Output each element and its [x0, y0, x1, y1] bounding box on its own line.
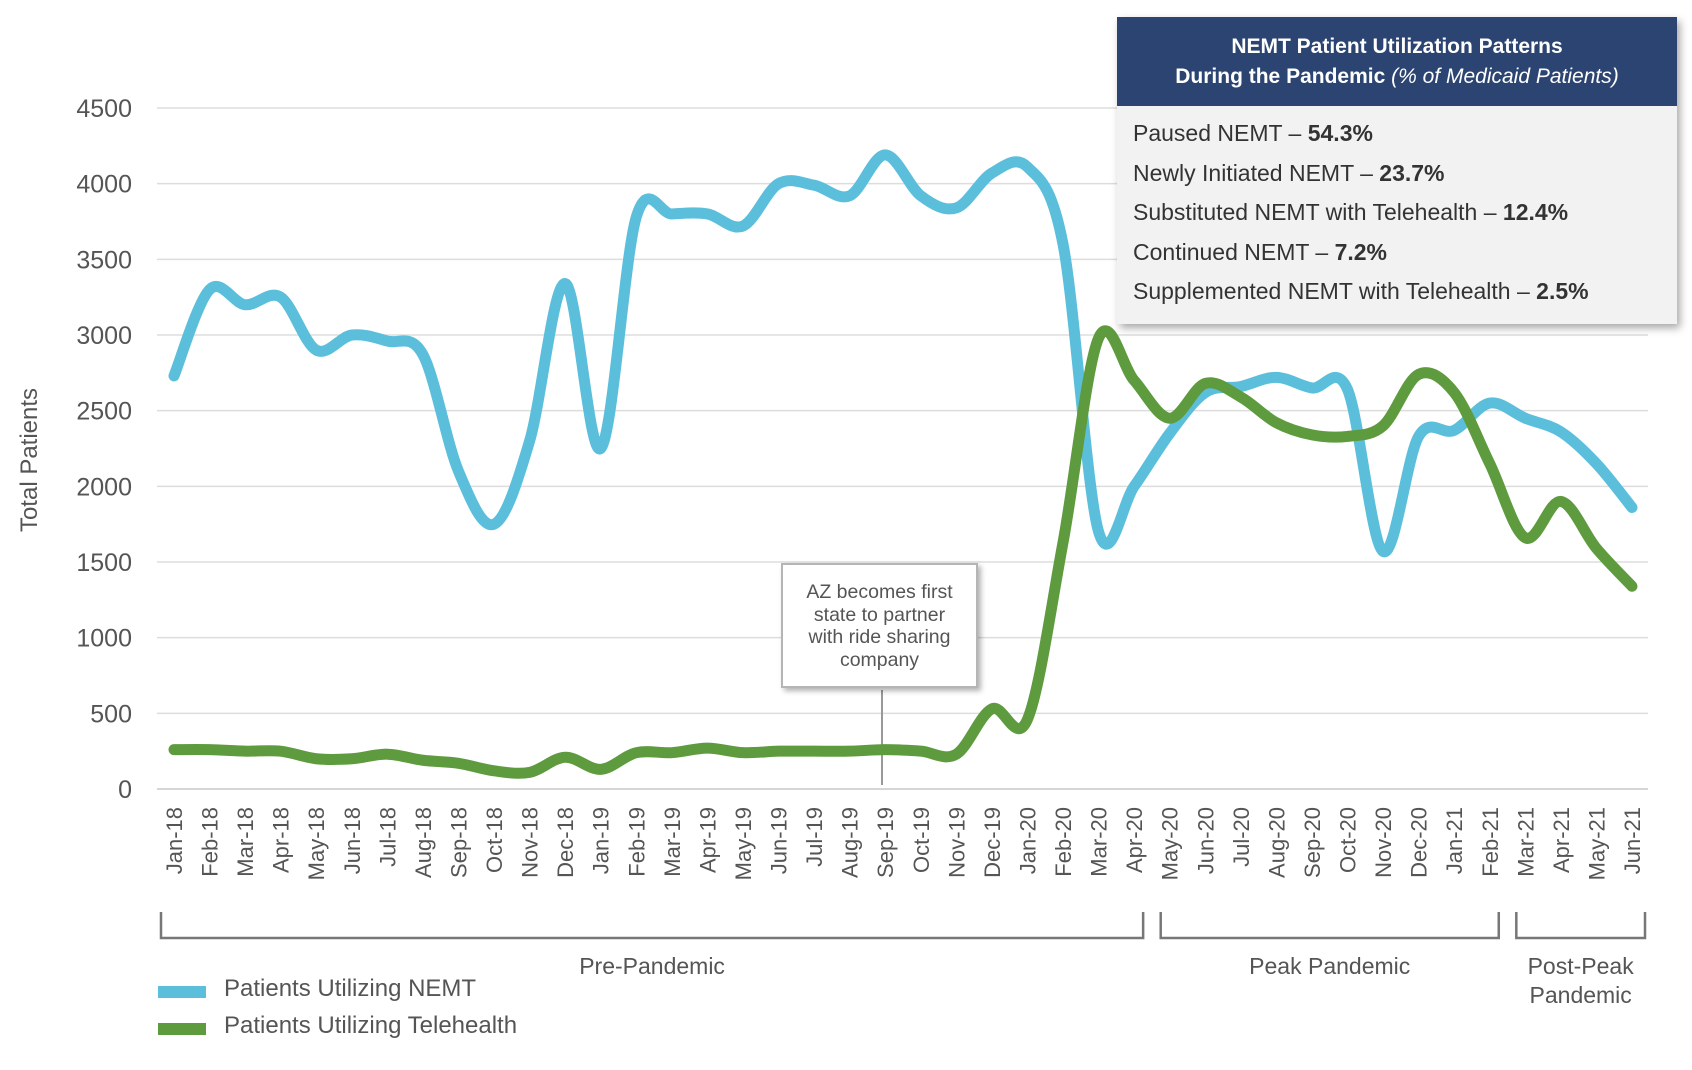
info-value: 12.4%	[1502, 199, 1569, 225]
x-tick-label: Sep-19	[873, 807, 898, 878]
info-row: Newly Initiated NEMT – 23.7%	[1133, 159, 1445, 186]
legend-swatch-nemt	[158, 986, 206, 998]
y-tick-label: 1500	[76, 549, 132, 577]
info-value: 7.2%	[1334, 238, 1388, 265]
info-row: Supplemented NEMT with Telehealth – 2.5%	[1133, 278, 1589, 304]
info-box-subtitle: (% of Medicaid Patients)	[1391, 65, 1619, 88]
info-box-title: NEMT Patient Utilization Patterns	[1231, 35, 1563, 58]
x-tick-label: Aug-19	[838, 807, 863, 878]
x-tick-label: Oct-18	[482, 807, 507, 873]
x-tick-label: Feb-21	[1478, 807, 1503, 877]
x-tick-label: Jun-21	[1620, 807, 1645, 874]
x-tick-label: Nov-19	[944, 807, 969, 878]
y-axis-label: Total Patients	[16, 388, 43, 532]
series-line-telehealth	[168, 325, 1638, 779]
annotation-box: AZ becomes first state to partner with r…	[781, 563, 978, 688]
info-label: Supplemented NEMT with Telehealth	[1133, 278, 1511, 304]
x-tick-label: Jul-20	[1229, 807, 1254, 867]
y-tick-label: 3000	[76, 322, 132, 350]
x-tick-label: Jun-18	[340, 807, 365, 874]
x-tick-label: Oct-19	[909, 807, 934, 873]
y-tick-label: 3500	[76, 246, 132, 274]
info-box-header: NEMT Patient Utilization Patterns During…	[1117, 17, 1677, 106]
info-label: Substituted NEMT with Telehealth	[1133, 199, 1478, 225]
x-tick-label: Aug-20	[1264, 807, 1289, 878]
period-bracket	[1515, 912, 1647, 940]
info-label: Newly Initiated NEMT	[1133, 159, 1354, 186]
legend-swatch-telehealth	[158, 1023, 206, 1035]
x-tick-label: Dec-20	[1407, 807, 1432, 878]
x-tick-label: Nov-18	[518, 807, 543, 878]
period-label: Pandemic	[1530, 982, 1632, 1008]
x-tick-label: Oct-20	[1336, 807, 1361, 873]
x-tick-label: Apr-18	[269, 807, 294, 873]
info-value: 54.3%	[1307, 120, 1373, 146]
x-tick-label: Feb-18	[198, 807, 223, 877]
info-box-body: Paused NEMT – 54.3% Newly Initiated NEMT…	[1117, 106, 1677, 324]
legend-label-telehealth: Patients Utilizing Telehealth	[224, 1012, 518, 1039]
x-tick-label: Mar-20	[1087, 807, 1112, 877]
annotation-line: AZ becomes first	[806, 581, 953, 603]
period-bracket	[159, 912, 1145, 940]
info-row: Paused NEMT – 54.3%	[1133, 120, 1373, 146]
x-tick-label: Dec-18	[553, 807, 578, 878]
period-label: Peak Pandemic	[1249, 953, 1410, 979]
info-value: 2.5%	[1536, 278, 1589, 304]
info-label: Paused NEMT	[1133, 120, 1283, 146]
y-tick-label: 500	[90, 700, 132, 728]
y-tick-label: 0	[118, 776, 132, 804]
x-tick-label: Jan-18	[162, 807, 187, 874]
y-tick-label: 2000	[76, 473, 132, 501]
legend-label-nemt: Patients Utilizing NEMT	[224, 975, 477, 1002]
x-tick-label: Jun-20	[1193, 807, 1218, 874]
x-tick-label: Nov-20	[1371, 807, 1396, 878]
x-tick-label: Jul-18	[375, 807, 400, 867]
y-tick-label: 4500	[76, 95, 132, 123]
info-box-title-line2: During the Pandemic (% of Medicaid Patie…	[1127, 62, 1667, 92]
series-lines	[168, 149, 1638, 779]
x-axis-ticks: Jan-18 Feb-18 Mar-18 Apr-18 May-18 Jun-18 Jul-…	[162, 807, 1645, 880]
series-line-nemt	[168, 149, 1638, 557]
x-tick-label: Sep-18	[446, 807, 471, 878]
info-label: Continued NEMT	[1133, 238, 1309, 265]
x-tick-label: Apr-21	[1549, 807, 1574, 873]
y-tick-label: 2500	[76, 398, 132, 426]
x-tick-label: Apr-19	[695, 807, 720, 873]
x-tick-label: Jun-19	[767, 807, 792, 874]
utilization-info-box: NEMT Patient Utilization Patterns During…	[1117, 17, 1677, 324]
x-tick-label: Dec-19	[980, 807, 1005, 878]
y-tick-label: 1000	[76, 625, 132, 653]
period-label: Post-Peak	[1528, 953, 1635, 979]
x-tick-label: Mar-19	[660, 807, 685, 877]
x-tick-label: Mar-21	[1513, 807, 1538, 877]
annotation-line: state to partner	[813, 603, 946, 626]
period-brackets: Pre-Pandemic Peak Pandemic Post-Peak Pandem…	[159, 912, 1647, 1008]
x-tick-label: Jul-19	[802, 807, 827, 867]
x-tick-label: May-18	[304, 807, 329, 880]
info-value: 23.7%	[1379, 159, 1445, 186]
x-tick-label: Jan-21	[1442, 807, 1467, 874]
info-row: Continued NEMT – 7.2%	[1133, 238, 1388, 265]
x-tick-label: Feb-20	[1051, 807, 1076, 877]
x-tick-label: Jan-19	[589, 807, 614, 874]
period-bracket	[1159, 912, 1501, 940]
y-axis-ticks: 0 500 1000 1500 2000 2500 3000 3500 4000 4500	[76, 95, 132, 804]
x-tick-label: Feb-19	[624, 807, 649, 877]
x-tick-label: May-20	[1158, 807, 1183, 880]
x-tick-label: Jan-20	[1015, 807, 1040, 874]
x-tick-label: Aug-18	[411, 807, 436, 878]
period-label: Pre-Pandemic	[579, 953, 725, 979]
y-tick-label: 4000	[76, 171, 132, 199]
x-tick-label: Sep-20	[1300, 807, 1325, 878]
annotation-line: with ride sharing	[808, 626, 951, 648]
info-box-title-2: During the Pandemic	[1175, 65, 1386, 88]
x-tick-label: Apr-20	[1122, 807, 1147, 873]
x-tick-label: May-21	[1584, 807, 1609, 880]
x-tick-label: May-19	[731, 807, 756, 880]
info-row: Substituted NEMT with Telehealth – 12.4%	[1133, 199, 1569, 225]
annotation-line: company	[839, 648, 920, 671]
x-tick-label: Mar-18	[233, 807, 258, 877]
